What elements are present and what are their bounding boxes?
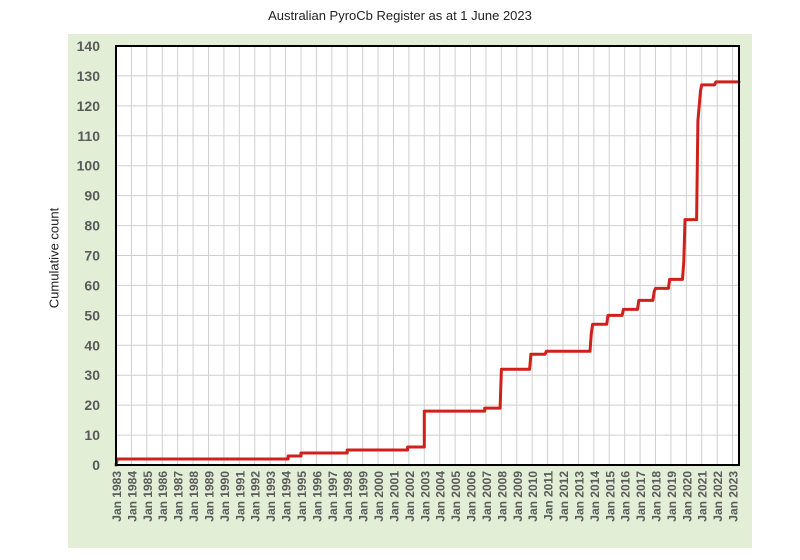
x-tick-label: Jan 2003 (418, 471, 432, 522)
x-tick-label: Jan 1983 (110, 471, 124, 522)
x-tick-labels: Jan 1983 Jan 1984 Jan 1985 Jan 1986 Jan 1987… (110, 471, 741, 522)
x-tick-label: Jan 1985 (141, 471, 155, 522)
x-tick-label: Jan 2004 (434, 471, 448, 522)
y-tick-label: 30 (84, 367, 100, 383)
x-tick-label: Jan 1987 (172, 471, 186, 522)
x-tick-label: Jan 2010 (526, 471, 540, 522)
x-tick-label: Jan 1996 (310, 471, 324, 522)
x-tick-label: Jan 2020 (680, 471, 694, 522)
series-line-cumulative-count (114, 80, 741, 467)
y-tick-label: 60 (84, 277, 100, 293)
x-tick-label: Jan 1986 (156, 471, 170, 522)
y-tick-label: 70 (84, 248, 100, 264)
x-tick-label: Jan 2013 (572, 471, 586, 522)
y-tick-label: 40 (84, 337, 100, 353)
x-tick-label: Jan 2017 (634, 471, 648, 522)
x-tick-label: Jan 2008 (495, 471, 509, 522)
x-tick-label: Jan 1993 (264, 471, 278, 522)
x-tick-label: Jan 2012 (557, 471, 571, 522)
x-tick-label: Jan 1998 (341, 471, 355, 522)
x-tick-label: Jan 2000 (372, 471, 386, 522)
x-tick-label: Jan 1984 (125, 471, 139, 522)
x-tick-label: Jan 2015 (603, 471, 617, 522)
plot-border (115, 45, 740, 466)
x-tick-label: Jan 1988 (187, 471, 201, 522)
x-tick-label: Jan 2022 (711, 471, 725, 522)
y-tick-label: 20 (84, 397, 100, 413)
x-tick-label: Jan 1994 (280, 471, 294, 522)
x-tick-label: Jan 1990 (218, 471, 232, 522)
y-tick-label: 0 (92, 457, 100, 473)
x-tick-label: Jan 2005 (449, 471, 463, 522)
x-tick-label: Jan 2016 (619, 471, 633, 522)
x-gridlines (115, 46, 734, 465)
chart-title: Australian PyroCb Register as at 1 June … (268, 8, 532, 23)
y-tick-label: 80 (84, 218, 100, 234)
x-tick-label: Jan 2007 (480, 471, 494, 522)
x-tick-label: Jan 2021 (696, 471, 710, 522)
y-tick-label: 10 (84, 427, 100, 443)
x-tick-label: Jan 2018 (650, 471, 664, 522)
y-tick-label: 140 (77, 38, 101, 54)
x-tick-label: Jan 1997 (326, 471, 340, 522)
x-tick-label: Jan 1999 (357, 471, 371, 522)
x-tick-label: Jan 2006 (465, 471, 479, 522)
x-tick-label: Jan 2014 (588, 471, 602, 522)
y-tick-label: 100 (77, 158, 101, 174)
x-tick-label: Jan 1991 (233, 471, 247, 522)
y-tick-label: 50 (84, 307, 100, 323)
x-tick-label: Jan 2019 (665, 471, 679, 522)
x-tick-label: Jan 2002 (403, 471, 417, 522)
y-tick-label: 130 (77, 68, 101, 84)
y-tick-labels: 0 10 20 30 40 50 60 70 80 90 100 110 120 130 140 (77, 38, 101, 473)
y-tick-label: 120 (77, 98, 101, 114)
x-tick-label: Jan 2011 (542, 471, 556, 521)
y-tick-label: 90 (84, 188, 100, 204)
y-tick-label: 110 (77, 128, 100, 144)
x-tick-label: Jan 2001 (387, 471, 401, 522)
x-tick-label: Jan 1989 (202, 471, 216, 522)
x-tick-label: Jan 1992 (249, 471, 263, 522)
x-tick-label: Jan 1995 (295, 471, 309, 522)
x-tick-label: Jan 2023 (727, 471, 741, 522)
x-tick-label: Jan 2009 (511, 471, 525, 522)
